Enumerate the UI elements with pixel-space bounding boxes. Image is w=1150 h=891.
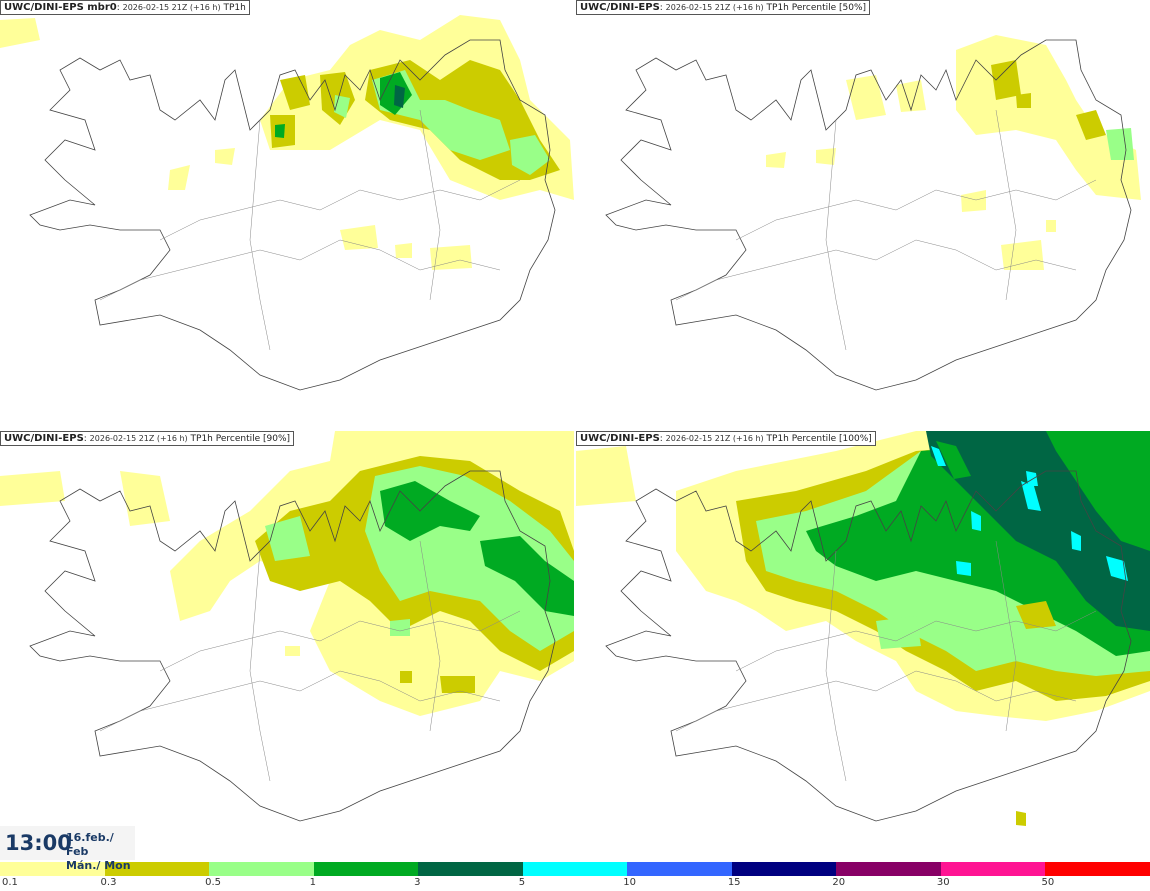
scale-label: 15 — [727, 877, 741, 888]
scale-segment — [0, 862, 105, 876]
precip-map — [0, 431, 574, 822]
iceland-coastline — [605, 470, 1132, 822]
scale-segment — [627, 862, 732, 876]
scale-label: 50 — [1041, 877, 1055, 888]
map-panel-member0: UWC/DINI-EPS mbr0: 2026-02-15 21Z (+16 h… — [0, 0, 574, 429]
panel-title: UWC/DINI-EPS: 2026-02-15 21Z (+16 h) TP1… — [0, 431, 295, 446]
panel-run: 2026-02-15 21Z (+16 h) — [665, 3, 764, 12]
scale-label: 3 — [414, 877, 421, 888]
panel-run: 2026-02-15 21Z (+16 h) — [122, 3, 221, 12]
iceland-coastline — [29, 470, 556, 822]
precip-field — [0, 431, 574, 716]
precip-field — [766, 35, 1141, 270]
precip-field — [0, 15, 574, 270]
scale-segment — [104, 862, 210, 876]
map-panel-p90: UWC/DINI-EPS: 2026-02-15 21Z (+16 h) TP1… — [0, 431, 574, 860]
scale-segment — [313, 862, 419, 876]
scale-label: 30 — [936, 877, 950, 888]
panel-product: TP1h — [223, 3, 246, 13]
color-scale-bar — [0, 862, 1150, 876]
precip-map — [605, 35, 1141, 391]
color-scale-labels: 0.1 0.3 0.5 1 3 5 10 15 20 30 50 — [0, 876, 1150, 891]
valid-date-line1: 16.feb./ Feb — [66, 831, 114, 858]
valid-time: 13:00 — [5, 831, 72, 855]
valid-time-box: 13:00 16.feb./ Feb Mán./ Mon — [0, 826, 135, 872]
panel-model: UWC/DINI-EPS mbr0 — [4, 2, 117, 13]
iceland-coastline — [29, 39, 556, 391]
scale-segment — [731, 862, 837, 876]
scale-segment — [1045, 862, 1150, 876]
panel-model: UWC/DINI-EPS — [4, 433, 84, 444]
scale-label: 10 — [623, 877, 636, 888]
panel-product: TP1h Percentile [100%] — [766, 434, 872, 444]
panel-title: UWC/DINI-EPS: 2026-02-15 21Z (+16 h) TP1… — [576, 431, 876, 446]
iceland-coastline — [605, 39, 1132, 391]
panel-title: UWC/DINI-EPS mbr0: 2026-02-15 21Z (+16 h… — [0, 0, 250, 15]
panel-run: 2026-02-15 21Z (+16 h) — [665, 434, 764, 443]
scale-segment — [836, 862, 941, 876]
precip-map — [576, 431, 1150, 826]
scale-segment — [940, 862, 1046, 876]
panel-run: 2026-02-15 21Z (+16 h) — [89, 434, 188, 443]
scale-segment — [522, 862, 628, 876]
panel-model: UWC/DINI-EPS — [580, 433, 660, 444]
scale-label: 5 — [518, 877, 526, 888]
map-panel-p50: UWC/DINI-EPS: 2026-02-15 21Z (+16 h) TP1… — [576, 0, 1150, 429]
panel-product: TP1h Percentile [50%] — [766, 3, 867, 13]
panel-product: TP1h Percentile [90%] — [190, 434, 291, 444]
valid-date: 16.feb./ Feb Mán./ Mon — [66, 831, 135, 873]
panel-title: UWC/DINI-EPS: 2026-02-15 21Z (+16 h) TP1… — [576, 0, 871, 15]
scale-segment — [418, 862, 523, 876]
precip-field — [576, 431, 1150, 826]
scale-segment — [209, 862, 314, 876]
scale-label: 0.5 — [205, 877, 221, 888]
scale-label: 0.1 — [2, 877, 18, 888]
panel-model: UWC/DINI-EPS — [580, 2, 660, 13]
scale-label: 20 — [832, 877, 846, 888]
scale-label: 0.3 — [100, 877, 117, 888]
precip-map — [0, 15, 574, 391]
map-panel-p100: UWC/DINI-EPS: 2026-02-15 21Z (+16 h) TP1… — [576, 431, 1150, 860]
scale-label: 1 — [309, 877, 316, 888]
valid-date-line2: Mán./ Mon — [66, 859, 131, 872]
